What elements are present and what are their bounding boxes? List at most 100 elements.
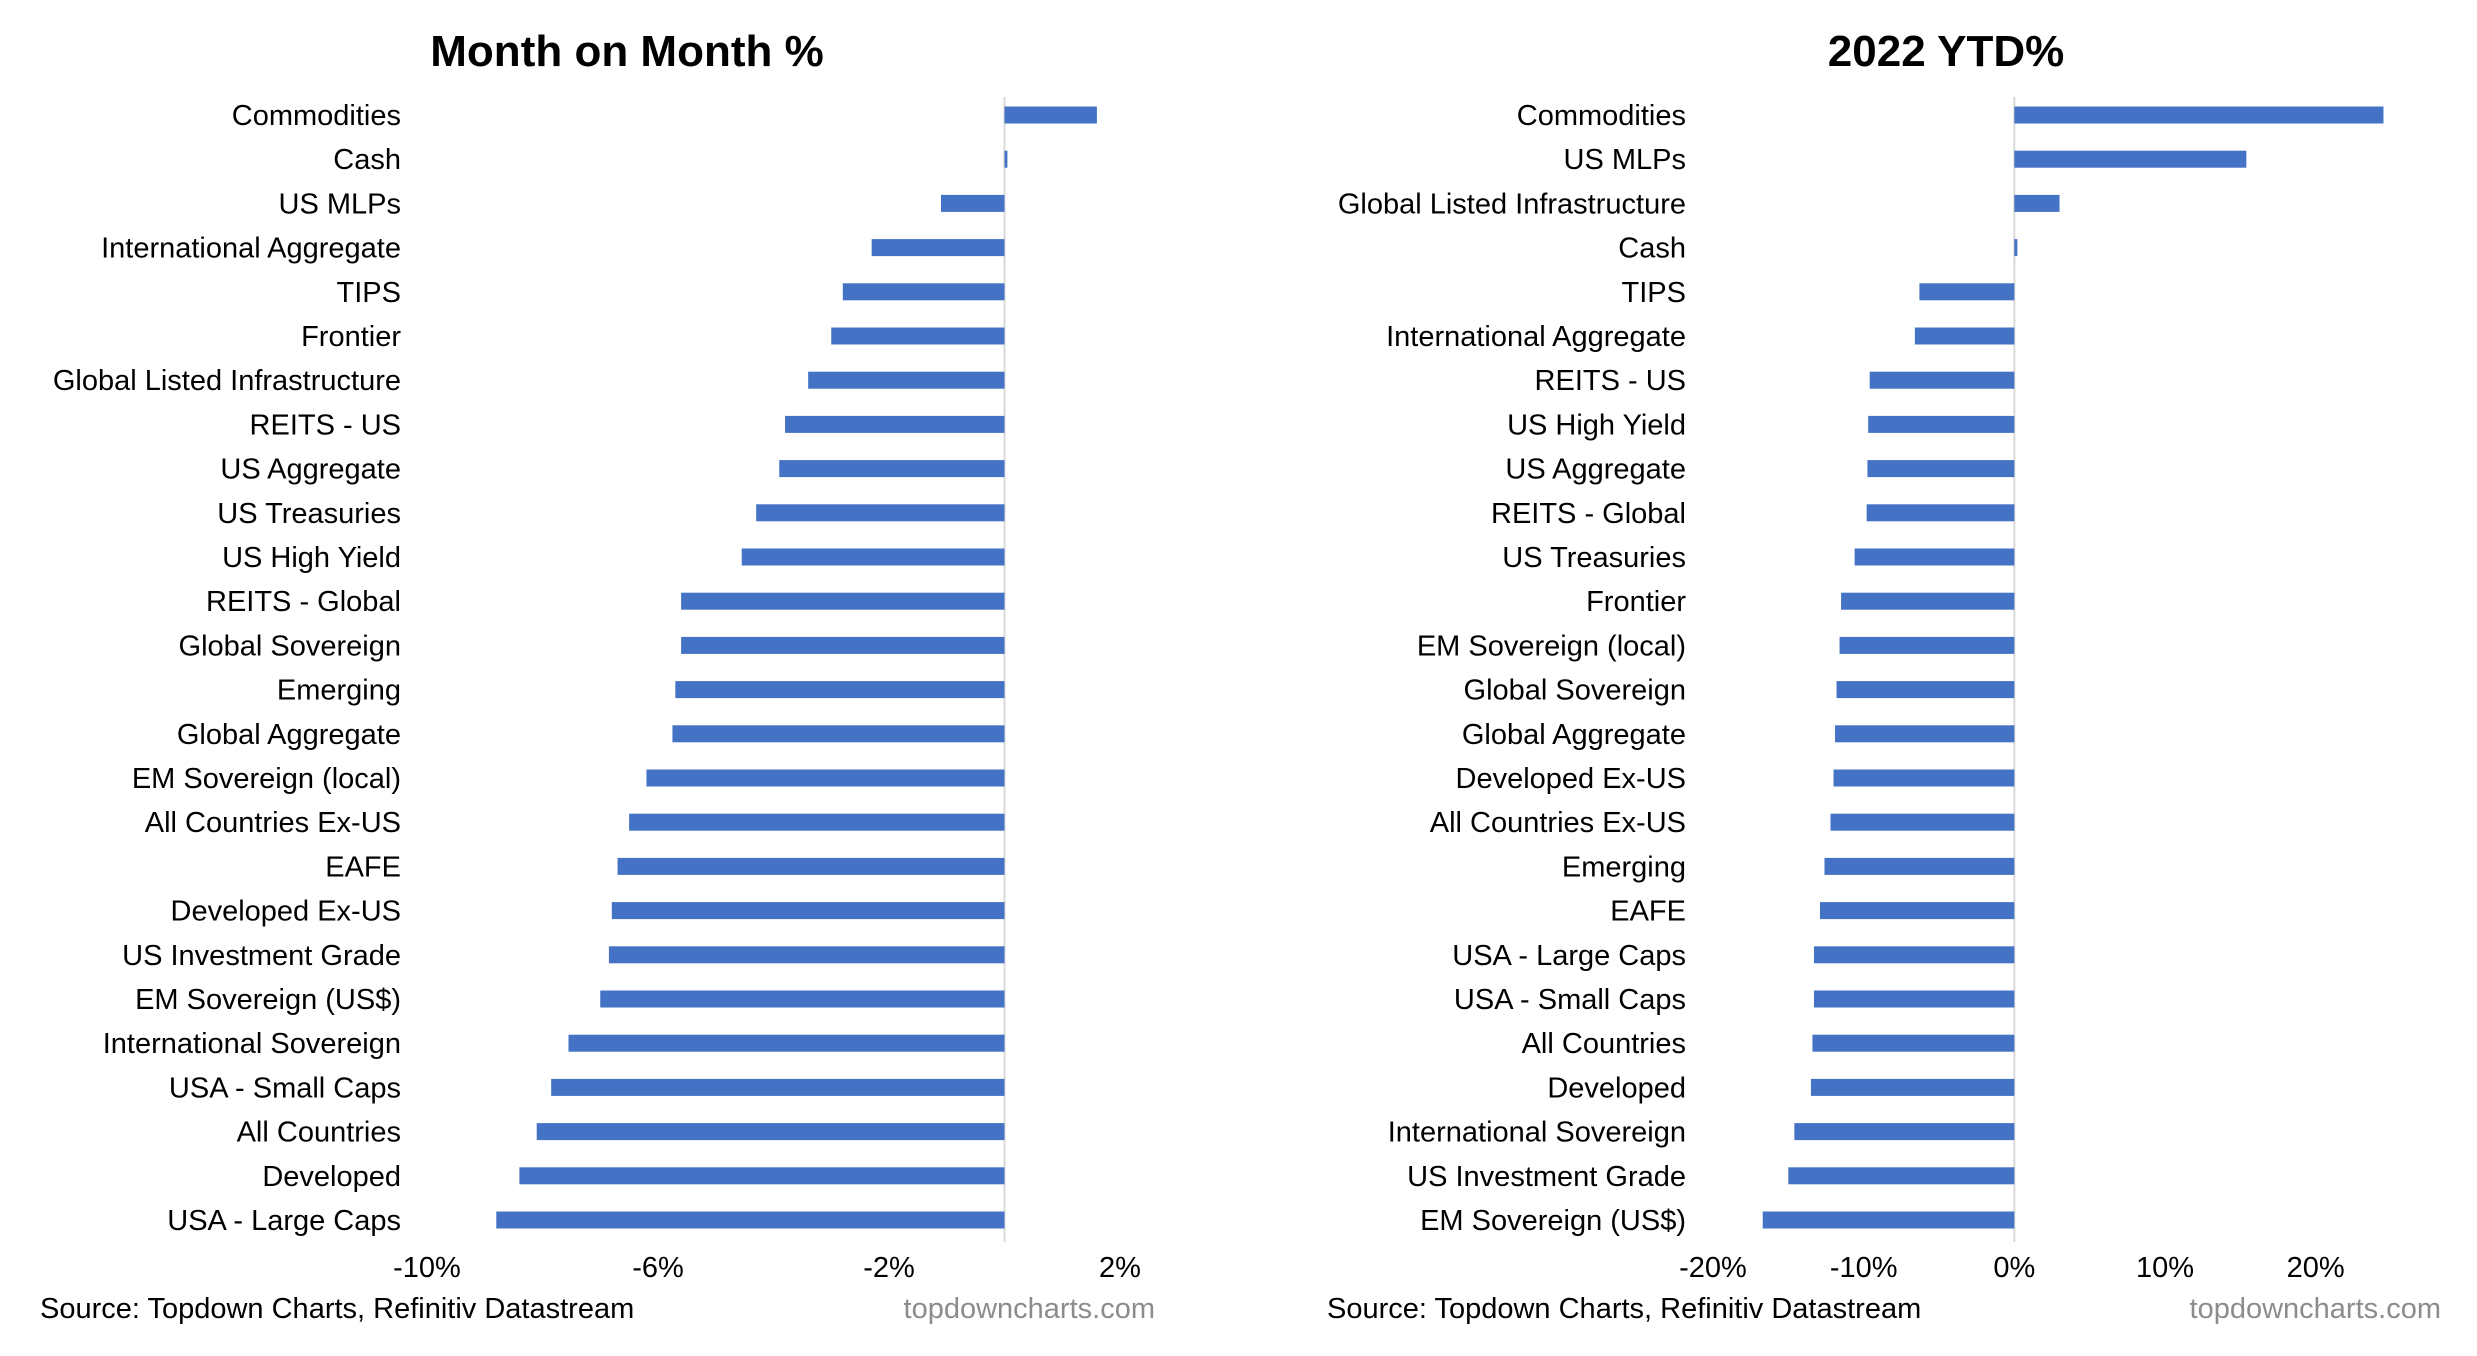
bar-global-sovereign xyxy=(1836,681,2015,699)
bar-developed xyxy=(519,1167,1005,1185)
bar-international-sovereign xyxy=(1794,1123,2015,1141)
x-tick-label: -10% xyxy=(1830,1252,1898,1284)
bar-frontier xyxy=(1841,592,2015,610)
category-label: International Aggregate xyxy=(101,233,401,265)
category-label: USA - Small Caps xyxy=(169,1072,401,1104)
x-tick-label: 10% xyxy=(2136,1252,2194,1284)
category-label: US Aggregate xyxy=(1505,454,1686,486)
category-label: EAFE xyxy=(1610,896,1686,928)
bar-global-aggregate xyxy=(1835,725,2015,743)
category-label: US Aggregate xyxy=(220,454,401,486)
category-label: Developed xyxy=(262,1161,401,1193)
bar-all-countries-ex-us xyxy=(1830,813,2015,831)
category-label: Developed xyxy=(1547,1072,1686,1104)
category-label: Emerging xyxy=(277,675,401,707)
bar-usa-large-caps xyxy=(496,1211,1005,1229)
category-label: EM Sovereign (local) xyxy=(132,763,401,795)
category-label: All Countries Ex-US xyxy=(145,807,401,839)
x-tick-label: -6% xyxy=(632,1252,684,1284)
bar-commodities xyxy=(1004,106,1097,124)
bar-em-sovereign-us- xyxy=(1762,1211,2015,1229)
category-label: REITS - Global xyxy=(206,586,401,618)
bar-us-aggregate xyxy=(1867,460,2015,478)
bar-us-investment-grade xyxy=(1788,1167,2015,1185)
category-label: US Treasuries xyxy=(217,498,401,530)
bar-us-mlps xyxy=(940,194,1005,212)
category-label: US High Yield xyxy=(222,542,401,574)
category-label: International Aggregate xyxy=(1386,321,1686,353)
category-label: US Investment Grade xyxy=(122,940,401,972)
chart-panel-2: 2022 YTD% Commodities US MLPs Global Listed… xyxy=(1327,27,2441,1325)
x-tick-label: -10% xyxy=(393,1252,461,1284)
bar-international-sovereign xyxy=(568,1034,1005,1052)
bar-reits-us xyxy=(785,415,1005,433)
bar-tips xyxy=(1919,283,2015,301)
category-label: Cash xyxy=(1618,233,1686,265)
x-tick-label: -2% xyxy=(863,1252,915,1284)
bar-us-aggregate xyxy=(779,460,1005,478)
bar-cash xyxy=(2014,239,2018,257)
category-label: Frontier xyxy=(1586,586,1686,618)
category-label: Cash xyxy=(333,144,401,176)
bar-reits-global xyxy=(1866,504,2015,522)
category-label: REITS - US xyxy=(1535,365,1686,397)
bar-developed-ex-us xyxy=(1833,769,2015,787)
bar-developed xyxy=(1810,1078,2015,1096)
category-label: Global Aggregate xyxy=(177,719,401,751)
category-label: US Investment Grade xyxy=(1407,1161,1686,1193)
category-label: All Countries xyxy=(237,1117,401,1149)
category-label: Global Sovereign xyxy=(179,630,401,662)
category-label: All Countries Ex-US xyxy=(1430,807,1686,839)
bar-all-countries xyxy=(536,1123,1005,1141)
category-label: Emerging xyxy=(1562,851,1686,883)
category-label: USA - Large Caps xyxy=(1452,940,1686,972)
category-label: US High Yield xyxy=(1507,409,1686,441)
bar-emerging xyxy=(675,681,1005,699)
category-label: Global Aggregate xyxy=(1462,719,1686,751)
category-label: REITS - US xyxy=(250,409,401,441)
source-note: Source: Topdown Charts, Refinitiv Datast… xyxy=(1327,1293,1921,1325)
bar-tips xyxy=(842,283,1005,301)
bar-usa-large-caps xyxy=(1813,946,2015,964)
category-label: EM Sovereign (US$) xyxy=(1420,1205,1686,1237)
bar-international-aggregate xyxy=(871,239,1005,257)
bar-us-investment-grade xyxy=(608,946,1005,964)
bar-global-sovereign xyxy=(681,636,1005,654)
bar-all-countries-ex-us xyxy=(629,813,1005,831)
category-label: Global Listed Infrastructure xyxy=(53,365,401,397)
chart-title: 2022 YTD% xyxy=(1828,27,2064,76)
bar-eafe xyxy=(617,857,1005,875)
bar-global-listed-infrastructure xyxy=(2014,194,2060,212)
bar-eafe xyxy=(1819,902,2015,920)
bar-usa-small-caps xyxy=(551,1078,1005,1096)
bar-us-high-yield xyxy=(1868,415,2015,433)
x-tick-label: 20% xyxy=(2287,1252,2345,1284)
category-label: REITS - Global xyxy=(1491,498,1686,530)
x-tick-label: -20% xyxy=(1679,1252,1747,1284)
bar-global-aggregate xyxy=(672,725,1005,743)
category-label: All Countries xyxy=(1522,1028,1686,1060)
source-note: Source: Topdown Charts, Refinitiv Datast… xyxy=(40,1293,634,1325)
category-label: USA - Small Caps xyxy=(1454,984,1686,1016)
x-tick-label: 0% xyxy=(1993,1252,2035,1284)
category-label: International Sovereign xyxy=(1388,1117,1686,1149)
category-label: International Sovereign xyxy=(103,1028,401,1060)
chart-panel-1: Month on Month % Commodities Cash US MLPs In… xyxy=(40,27,1155,1325)
category-label: EM Sovereign (local) xyxy=(1417,630,1686,662)
watermark: topdowncharts.com xyxy=(904,1293,1155,1325)
bar-developed-ex-us xyxy=(611,902,1005,920)
category-label: Global Listed Infrastructure xyxy=(1338,188,1686,220)
category-label: Commodities xyxy=(232,100,401,132)
category-label: EAFE xyxy=(325,851,401,883)
bar-us-high-yield xyxy=(741,548,1005,566)
bar-global-listed-infrastructure xyxy=(808,371,1005,389)
category-label: US Treasuries xyxy=(1502,542,1686,574)
x-tick-label: 2% xyxy=(1099,1252,1141,1284)
bar-em-sovereign-us- xyxy=(600,990,1005,1008)
bar-us-treasuries xyxy=(1854,548,2015,566)
watermark: topdowncharts.com xyxy=(2190,1293,2441,1325)
bar-usa-small-caps xyxy=(1813,990,2015,1008)
category-label: US MLPs xyxy=(1564,144,1686,176)
